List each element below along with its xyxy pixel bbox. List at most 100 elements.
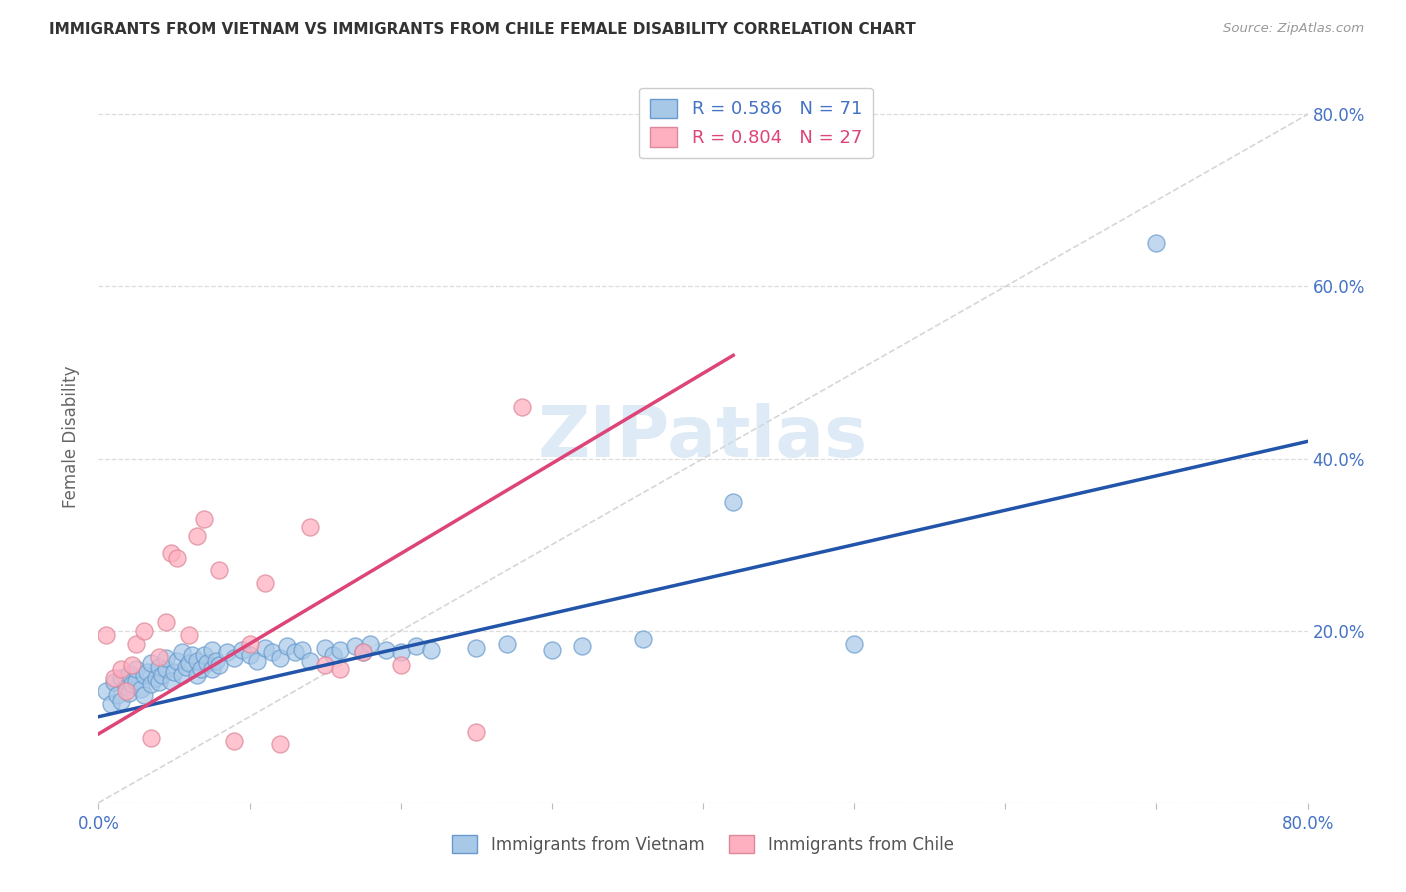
Point [352,645,374,659]
Point [291,642,314,657]
Point [179,657,201,671]
Point [723,494,745,508]
Point [329,642,352,657]
Point [389,645,412,659]
Point [118,666,141,681]
Point [844,637,866,651]
Point [114,684,136,698]
Point [141,677,163,691]
Text: IMMIGRANTS FROM VIETNAM VS IMMIGRANTS FROM CHILE FEMALE DISABILITY CORRELATION C: IMMIGRANTS FROM VIETNAM VS IMMIGRANTS FR… [49,22,915,37]
Point [160,546,183,560]
Legend: Immigrants from Vietnam, Immigrants from Chile: Immigrants from Vietnam, Immigrants from… [446,829,960,860]
Point [114,680,136,694]
Point [125,673,148,688]
Point [253,640,276,655]
Point [465,640,488,655]
Point [186,654,208,668]
Point [110,694,132,708]
Point [322,648,344,662]
Point [389,658,412,673]
Point [231,642,253,657]
Point [205,654,228,668]
Point [125,637,148,651]
Point [465,725,488,739]
Point [148,660,170,674]
Point [148,675,170,690]
Point [201,662,224,676]
Point [125,662,148,676]
Point [352,645,374,659]
Text: ZIPatlas: ZIPatlas [538,402,868,472]
Point [135,665,157,679]
Point [145,671,167,685]
Point [374,642,396,657]
Point [510,400,533,414]
Point [166,654,188,668]
Point [155,662,177,676]
Point [100,697,122,711]
Point [253,576,276,591]
Point [170,668,193,682]
Point [299,520,322,534]
Point [181,648,204,662]
Point [132,668,155,682]
Point [103,675,125,690]
Point [170,645,193,659]
Point [179,628,201,642]
Point [344,639,367,653]
Point [195,657,218,671]
Point [186,668,208,682]
Point [246,654,269,668]
Point [208,658,231,673]
Point [314,658,336,673]
Point [284,645,307,659]
Point [420,642,443,657]
Point [174,660,197,674]
Point [329,662,352,676]
Point [141,657,163,671]
Point [186,529,208,543]
Point [150,668,173,682]
Point [166,550,188,565]
Point [129,682,152,697]
Point [110,671,132,685]
Point [1144,236,1167,251]
Point [155,615,177,629]
Point [132,688,155,702]
Point [239,637,262,651]
Point [201,642,224,657]
Point [141,731,163,746]
Point [405,639,427,653]
Point [94,628,117,642]
Point [160,673,183,688]
Point [132,624,155,638]
Point [540,642,562,657]
Point [571,639,593,653]
Point [163,665,186,679]
Point [314,640,336,655]
Point [94,684,117,698]
Point [103,671,125,685]
Point [193,648,215,662]
Point [110,662,132,676]
Point [269,651,291,665]
Point [148,649,170,664]
Point [155,651,177,665]
Point [224,734,246,748]
Point [121,677,143,691]
Point [224,651,246,665]
Point [118,686,141,700]
Point [193,512,215,526]
Point [239,648,262,662]
Point [360,637,382,651]
Point [215,645,238,659]
Text: Source: ZipAtlas.com: Source: ZipAtlas.com [1223,22,1364,36]
Point [631,632,654,647]
Point [121,658,143,673]
Point [269,737,291,751]
Point [208,564,231,578]
Point [299,654,322,668]
Point [495,637,517,651]
Point [190,662,212,676]
Point [262,645,284,659]
